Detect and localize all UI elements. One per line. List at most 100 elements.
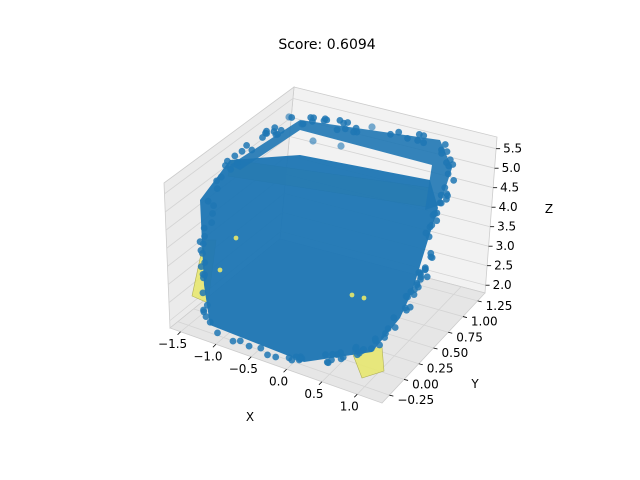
scatter-point (203, 301, 211, 309)
scatter-point (444, 170, 452, 178)
scatter-point (381, 334, 388, 341)
scatter-point (201, 232, 209, 240)
y-tick-label: 0.00 (412, 377, 439, 391)
scatter-point (443, 190, 451, 198)
y-axis-label: Y (470, 377, 479, 391)
scatter-point (272, 353, 280, 361)
x-tick-mark (247, 356, 252, 361)
scatter-point (323, 358, 331, 366)
scatter-point (208, 219, 216, 227)
scatter-point (352, 343, 360, 351)
x-tick-mark (212, 343, 217, 348)
z-tick-label: 5.5 (503, 142, 522, 156)
z-axis-ticks: 2.0 2.5 3.0 3.5 4.0 4.5 5.0 5.5 (485, 142, 522, 292)
y-tick-label: 0.25 (427, 362, 454, 376)
y-tick-mark (403, 379, 409, 381)
scatter-point (390, 314, 398, 322)
scatter-point (200, 306, 207, 314)
scatter-point (321, 115, 329, 123)
scatter-point (248, 146, 256, 154)
x-tick-mark (318, 381, 323, 386)
scatter-point (217, 173, 225, 181)
x-tick-mark (353, 393, 358, 398)
z-tick-label: 2.0 (493, 278, 512, 292)
scatter-point (339, 353, 347, 361)
y-tick-mark (389, 394, 394, 397)
scatter-point (213, 177, 221, 185)
scatter-point (197, 263, 205, 270)
surface-patch (233, 235, 239, 241)
x-tick-mark (283, 368, 287, 373)
scatter-point (234, 158, 241, 166)
scatter-point (414, 283, 422, 291)
scatter-point (423, 273, 431, 281)
scatter-point (395, 128, 403, 136)
scatter-point (336, 117, 344, 124)
scatter-point (450, 177, 458, 184)
scatter-point (310, 114, 317, 122)
scatter-point (341, 125, 349, 133)
scatter-point (344, 119, 352, 126)
scatter-point (224, 157, 231, 165)
y-tick-mark (448, 331, 453, 334)
scatter-point (428, 221, 436, 229)
scatter-point (199, 240, 207, 248)
scatter-point (431, 210, 438, 218)
scatter-point (443, 148, 451, 156)
y-tick-mark (418, 363, 423, 366)
scatter-point (391, 324, 399, 331)
scatter-point (210, 202, 218, 210)
scatter-point (414, 137, 421, 144)
surface-patch (361, 295, 367, 301)
x-tick-label: 0.5 (304, 387, 323, 401)
scatter-point (329, 350, 336, 358)
scatter-point (407, 288, 415, 296)
scatter-point (333, 126, 341, 134)
scatter-point (406, 303, 414, 311)
scatter-point (417, 275, 424, 283)
scatter-point (387, 130, 394, 138)
scatter-point (199, 250, 206, 257)
scatter-point (421, 266, 429, 274)
scatter-point (415, 269, 423, 277)
scatter-point (438, 146, 445, 154)
y-tick-label: 1.00 (471, 315, 498, 329)
scatter-point (436, 199, 444, 207)
y-tick-mark (477, 300, 482, 303)
scatter-point (213, 185, 221, 193)
scatter-point (200, 224, 208, 232)
scatter-point (352, 124, 360, 132)
scatter-point (206, 318, 214, 326)
scatter-point (433, 217, 441, 225)
scatter-point (201, 271, 209, 279)
scatter-point (292, 353, 300, 361)
scatter-point (337, 142, 345, 150)
scatter-point (285, 113, 293, 121)
z-tick-label: 4.5 (500, 181, 519, 195)
x-tick-label: 0.0 (269, 374, 288, 388)
scatter-point (420, 132, 428, 140)
point-cloud-top-ring (230, 120, 452, 210)
scatter-point (427, 249, 435, 257)
scatter-point (298, 120, 306, 128)
scatter-point (270, 128, 278, 135)
scatter-point (445, 162, 453, 170)
scatter-point (322, 351, 329, 359)
scatter-point (236, 337, 244, 345)
y-tick-label: 0.50 (442, 346, 469, 360)
surface-patch (349, 292, 355, 298)
scatter-point (376, 341, 383, 349)
scatter-point (204, 197, 212, 205)
point-cloud-body (200, 155, 438, 362)
y-tick-mark (462, 316, 468, 318)
scatter-point (443, 196, 450, 203)
y-tick-mark (433, 347, 438, 350)
scatter-point (214, 329, 221, 337)
z-tick-label: 3.0 (496, 239, 515, 253)
x-tick-label: 1.0 (340, 399, 359, 413)
surface-patch (217, 267, 223, 273)
scatter-point (425, 233, 433, 241)
z-tick-label: 2.5 (494, 259, 513, 273)
y-tick-label: 1.25 (486, 299, 513, 313)
